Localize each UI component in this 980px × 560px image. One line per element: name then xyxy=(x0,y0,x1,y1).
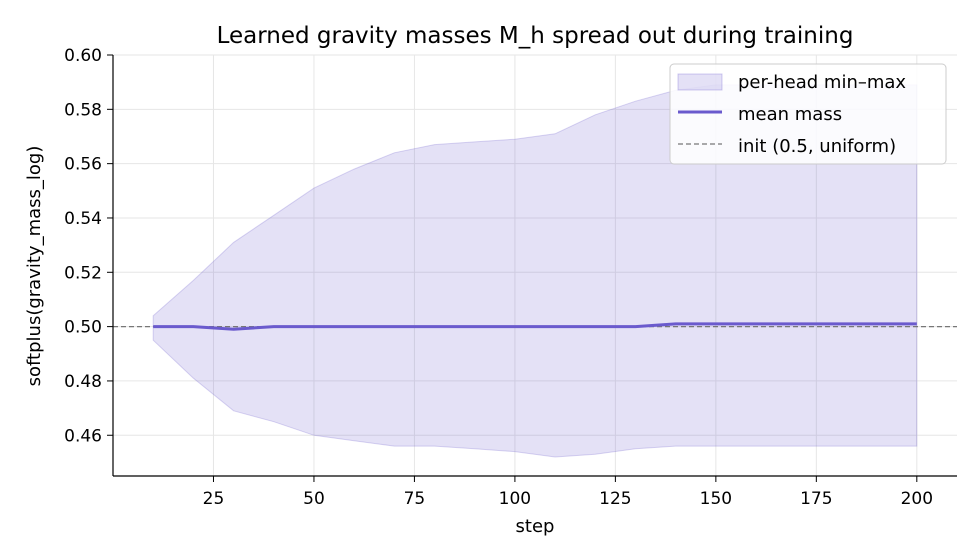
band-layer xyxy=(152,84,918,458)
x-tick-label: 200 xyxy=(901,489,933,509)
x-tick-label: 125 xyxy=(599,489,631,509)
y-tick-label: 0.60 xyxy=(64,46,102,66)
legend-label: init (0.5, uniform) xyxy=(738,136,896,157)
legend-label: mean mass xyxy=(738,104,842,125)
x-tick-label: 25 xyxy=(203,489,225,509)
legend: per-head min–max mean mass init (0.5, unif… xyxy=(669,63,947,165)
y-tick-label: 0.50 xyxy=(64,318,102,338)
x-axis-label: step xyxy=(516,516,555,537)
mean-line xyxy=(153,322,917,331)
line-layer xyxy=(153,322,917,331)
y-tick-label: 0.48 xyxy=(64,372,102,392)
legend-box xyxy=(669,63,947,165)
x-tick-label: 50 xyxy=(303,489,325,509)
x-tick-label: 75 xyxy=(404,489,426,509)
y-tick-label: 0.54 xyxy=(64,209,102,229)
chart-title: Learned gravity masses M_h spread out du… xyxy=(217,23,854,49)
ticks: 25 50 75 100 125 150 175 200 0.46 0.48 0.50 0.52 0.5… xyxy=(64,46,933,509)
legend-swatch-band xyxy=(677,73,723,91)
min-max-band xyxy=(152,84,918,458)
y-tick-label: 0.52 xyxy=(64,263,102,283)
y-tick-label: 0.56 xyxy=(64,155,102,175)
y-tick-label: 0.58 xyxy=(64,100,102,120)
legend-label: per-head min–max xyxy=(738,72,906,93)
y-axis-label: softplus(gravity_mass_log) xyxy=(24,146,45,387)
x-tick-label: 175 xyxy=(800,489,832,509)
y-tick-label: 0.46 xyxy=(64,426,102,446)
x-tick-label: 150 xyxy=(700,489,732,509)
x-tick-label: 100 xyxy=(499,489,531,509)
